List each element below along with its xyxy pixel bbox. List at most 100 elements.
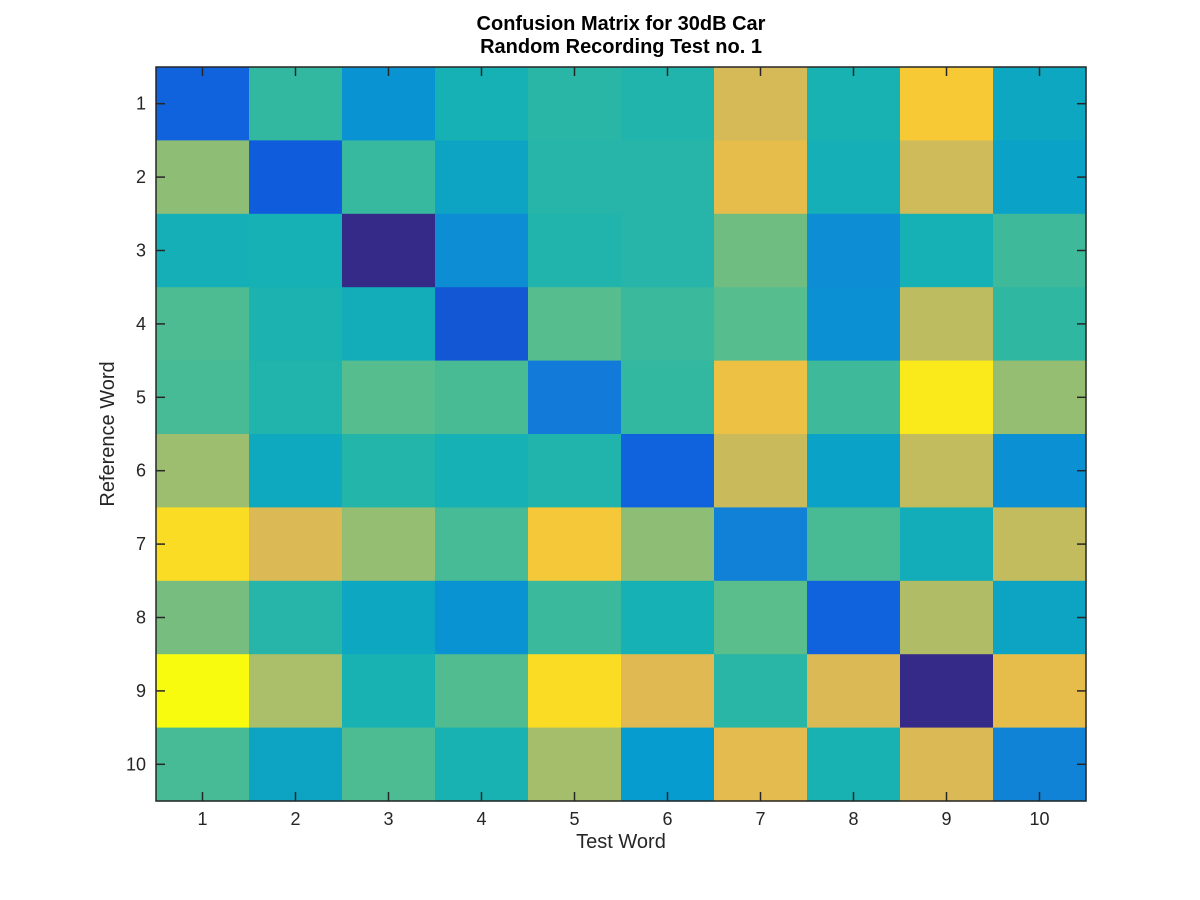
x-tick-label-8: 8 xyxy=(848,809,858,829)
chart-title-line-2: Random Recording Test no. 1 xyxy=(480,36,762,58)
heatmap-cell-r8-c2 xyxy=(249,580,343,655)
y-tick-label-4: 4 xyxy=(136,314,146,334)
heatmap-cell-r4-c2 xyxy=(249,287,343,362)
heatmap-cell-r1-c4 xyxy=(435,67,529,141)
heatmap-cell-r1-c9 xyxy=(900,67,994,141)
heatmap-cell-r9-c6 xyxy=(621,654,715,729)
y-tick-label-3: 3 xyxy=(136,241,146,261)
heatmap-cell-r10-c2 xyxy=(249,727,343,802)
heatmap-cell-r3-c4 xyxy=(435,213,529,288)
heatmap-cell-r6-c3 xyxy=(342,434,436,508)
heatmap-cell-r9-c5 xyxy=(528,654,622,729)
heatmap-cell-r7-c5 xyxy=(528,507,622,582)
heatmap-cell-r2-c10 xyxy=(993,140,1087,215)
x-tick-label-5: 5 xyxy=(569,809,579,829)
heatmap-cell-r8-c4 xyxy=(435,580,529,655)
heatmap-cell-r7-c9 xyxy=(900,507,994,582)
heatmap-cell-r1-c3 xyxy=(342,67,436,141)
heatmap-cell-r5-c10 xyxy=(993,360,1087,435)
chart-title-line-1: Confusion Matrix for 30dB Car xyxy=(477,13,766,35)
heatmap-cell-r10-c5 xyxy=(528,727,622,802)
heatmap-cell-r2-c7 xyxy=(714,140,808,215)
x-tick-label-1: 1 xyxy=(197,809,207,829)
heatmap-cell-r6-c4 xyxy=(435,434,529,508)
heatmap-cell-r5-c8 xyxy=(807,360,901,435)
heatmap-cell-r3-c5 xyxy=(528,213,622,288)
heatmap-cell-r8-c6 xyxy=(621,580,715,655)
y-tick-label-6: 6 xyxy=(136,461,146,481)
heatmap-cell-r8-c3 xyxy=(342,580,436,655)
heatmap-cell-r7-c1 xyxy=(156,507,250,582)
heatmap-cell-r4-c5 xyxy=(528,287,622,362)
heatmap-cell-r10-c1 xyxy=(156,727,250,802)
heatmap-cell-r3-c9 xyxy=(900,213,994,288)
heatmap-cell-r3-c10 xyxy=(993,213,1087,288)
heatmap-cell-r9-c4 xyxy=(435,654,529,729)
heatmap-cell-r2-c9 xyxy=(900,140,994,215)
x-axis-label: Test Word xyxy=(576,831,666,853)
heatmap-cell-r9-c10 xyxy=(993,654,1087,729)
heatmap-cell-r10-c10 xyxy=(993,727,1087,802)
heatmap-cell-r6-c2 xyxy=(249,434,343,508)
heatmap-cell-r1-c7 xyxy=(714,67,808,141)
heatmap-cell-r6-c5 xyxy=(528,434,622,508)
heatmap-cell-r1-c1 xyxy=(156,67,250,141)
heatmap-cell-r4-c3 xyxy=(342,287,436,362)
heatmap-cell-r4-c8 xyxy=(807,287,901,362)
heatmap-cell-r4-c10 xyxy=(993,287,1087,362)
y-tick-label-7: 7 xyxy=(136,534,146,554)
heatmap-cell-r1-c6 xyxy=(621,67,715,141)
heatmap-cell-r6-c9 xyxy=(900,434,994,508)
heatmap-cell-r10-c6 xyxy=(621,727,715,802)
heatmap-cells xyxy=(156,67,1087,802)
y-tick-label-8: 8 xyxy=(136,608,146,628)
heatmap-cell-r7-c3 xyxy=(342,507,436,582)
heatmap-cell-r3-c2 xyxy=(249,213,343,288)
heatmap-cell-r3-c3 xyxy=(342,213,436,288)
heatmap-cell-r2-c2 xyxy=(249,140,343,215)
heatmap-cell-r2-c3 xyxy=(342,140,436,215)
heatmap-cell-r1-c10 xyxy=(993,67,1087,141)
heatmap-cell-r8-c5 xyxy=(528,580,622,655)
heatmap-cell-r7-c6 xyxy=(621,507,715,582)
heatmap-cell-r6-c10 xyxy=(993,434,1087,508)
heatmap-cell-r5-c3 xyxy=(342,360,436,435)
x-tick-label-2: 2 xyxy=(290,809,300,829)
heatmap-cell-r2-c8 xyxy=(807,140,901,215)
heatmap-cell-r1-c2 xyxy=(249,67,343,141)
heatmap-cell-r7-c2 xyxy=(249,507,343,582)
heatmap-cell-r6-c1 xyxy=(156,434,250,508)
heatmap-cell-r4-c9 xyxy=(900,287,994,362)
heatmap-cell-r3-c1 xyxy=(156,213,250,288)
heatmap-cell-r5-c4 xyxy=(435,360,529,435)
heatmap-cell-r6-c6 xyxy=(621,434,715,508)
heatmap-cell-r1-c8 xyxy=(807,67,901,141)
heatmap-cell-r2-c4 xyxy=(435,140,529,215)
x-tick-label-4: 4 xyxy=(476,809,486,829)
heatmap-cell-r9-c9 xyxy=(900,654,994,729)
heatmap-cell-r10-c9 xyxy=(900,727,994,802)
axis-tick-labels: 1 2 3 4 5 6 7 8 9 10 1 2 3 4 5 6 7 8 9 10 xyxy=(126,94,1050,829)
y-tick-label-9: 9 xyxy=(136,681,146,701)
heatmap-cell-r5-c9 xyxy=(900,360,994,435)
heatmap-cell-r6-c8 xyxy=(807,434,901,508)
heatmap-cell-r9-c1 xyxy=(156,654,250,729)
heatmap-cell-r8-c9 xyxy=(900,580,994,655)
heatmap-cell-r4-c7 xyxy=(714,287,808,362)
heatmap-cell-r7-c7 xyxy=(714,507,808,582)
heatmap-cell-r5-c7 xyxy=(714,360,808,435)
y-tick-label-2: 2 xyxy=(136,167,146,187)
heatmap-cell-r9-c3 xyxy=(342,654,436,729)
heatmap-cell-r2-c6 xyxy=(621,140,715,215)
heatmap-cell-r9-c8 xyxy=(807,654,901,729)
heatmap-cell-r4-c4 xyxy=(435,287,529,362)
heatmap-cell-r4-c1 xyxy=(156,287,250,362)
x-tick-label-10: 10 xyxy=(1029,809,1049,829)
heatmap-cell-r9-c7 xyxy=(714,654,808,729)
x-tick-label-3: 3 xyxy=(383,809,393,829)
heatmap-cell-r5-c6 xyxy=(621,360,715,435)
heatmap-cell-r5-c1 xyxy=(156,360,250,435)
heatmap-cell-r1-c5 xyxy=(528,67,622,141)
